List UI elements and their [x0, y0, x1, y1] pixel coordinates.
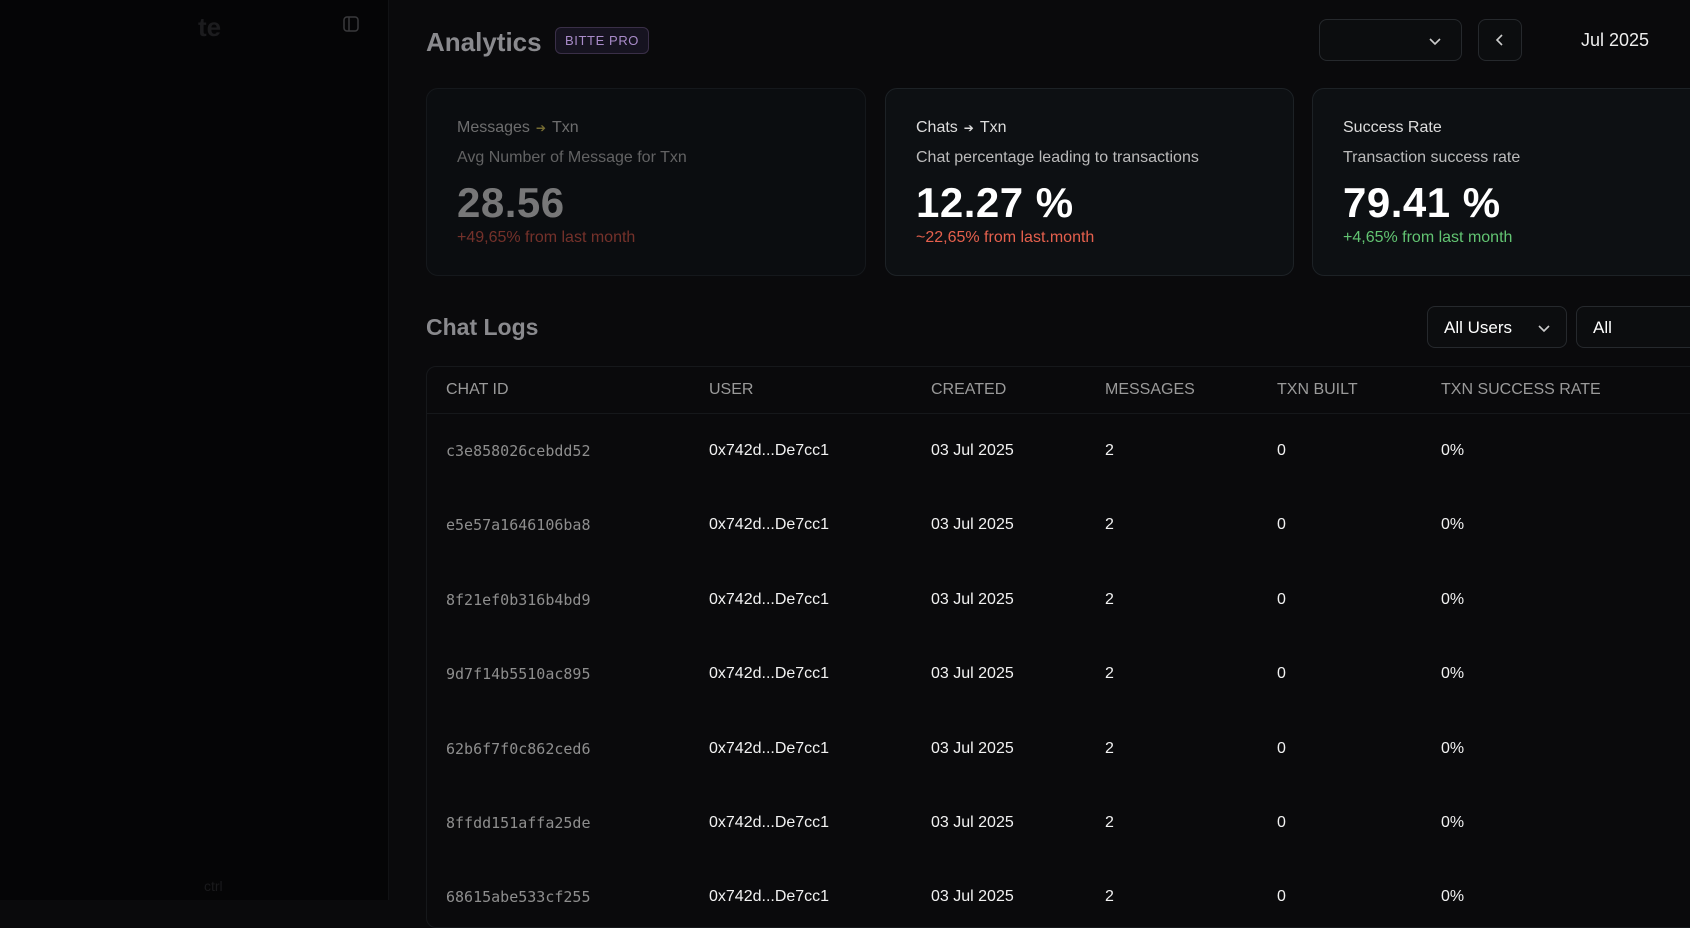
period: Jul 2025 [1581, 30, 1650, 50]
column-header: TXN SUCCESS RATE [1441, 381, 1601, 398]
card-title: Txn [551, 119, 579, 136]
table-cell: 0% [1441, 516, 1465, 534]
table-cell: 2 [1105, 739, 1114, 757]
card-subtitle: Chat percentage leading to transactions [916, 149, 1199, 166]
table-cell: 03 Jul 2025 [931, 590, 1014, 608]
table-cell: 0 [1277, 590, 1286, 608]
card-value: 28.56 [457, 179, 565, 226]
chat-id[interactable]: 68615abe533cf255 [446, 888, 591, 907]
metric-card: Success Rate Transaction success rate 79… [1312, 88, 1690, 276]
chat-id[interactable]: 9d7f14b5510ac895 [446, 665, 591, 684]
table-cell: 0x742d...De7cc1 [709, 739, 830, 757]
chat-id[interactable]: 62b6f7f0c862ced6 [446, 739, 591, 758]
card-value: 79.41 % [1343, 179, 1501, 226]
filter-label: All [1593, 318, 1612, 337]
prev-month-button[interactable] [1478, 19, 1522, 61]
status-filter[interactable]: All [1576, 306, 1690, 348]
card-title: Messages [457, 119, 530, 136]
table-cell: 0x742d...De7cc1 [709, 888, 830, 906]
card-subtitle: Avg Number of Message for Txn [457, 149, 687, 166]
column-header: MESSAGES [1105, 381, 1195, 398]
table-cell: 0 [1277, 665, 1286, 683]
table-cell: 03 Jul 2025 [931, 665, 1014, 683]
table-cell: 0% [1441, 590, 1465, 608]
card-change: ~22,65% from last.month [916, 229, 1095, 246]
sidebar-toggle[interactable] [343, 16, 359, 32]
chat-id[interactable]: 8ffdd151affa25de [446, 814, 591, 832]
card-title: Txn [979, 119, 1007, 136]
column-header: CHAT ID [446, 381, 509, 398]
table-cell: 0x742d...De7cc1 [709, 442, 830, 459]
metric-card: Messages ➔ Txn Avg Number of Message for T… [426, 88, 866, 276]
table-cell: 2 [1105, 516, 1114, 534]
table-cell: 03 Jul 2025 [931, 739, 1014, 757]
table-cell: 0 [1277, 814, 1286, 831]
table-cell: 0 [1277, 888, 1286, 906]
column-header: TXN BUILT [1277, 381, 1358, 398]
table-cell: 0x742d...De7cc1 [709, 516, 830, 534]
table-cell: 03 Jul 2025 [931, 442, 1014, 459]
table-cell: 0 [1277, 442, 1286, 459]
column-header: CREATED [931, 381, 1007, 398]
metric-card: Chats ➔ Txn Chat percentage leading to tra… [885, 88, 1294, 276]
chat-id[interactable]: c3e858026cebdd52 [446, 442, 591, 460]
table-cell: 0% [1441, 814, 1465, 831]
card-title: Success Rate [1343, 119, 1442, 136]
table-cell: 03 Jul 2025 [931, 814, 1014, 831]
page-title: Analytics [426, 27, 542, 57]
table-cell: 0% [1441, 739, 1465, 757]
table-cell: 2 [1105, 665, 1114, 683]
card-title: Chats [916, 119, 958, 136]
table-cell: 0 [1277, 739, 1286, 757]
pro-badge: BITTE PRO [555, 27, 650, 54]
table-cell: 0% [1441, 665, 1465, 683]
table-cell: 2 [1105, 888, 1114, 906]
sidebar: te ctrl [0, 0, 389, 900]
table-cell: 2 [1105, 442, 1114, 459]
table-cell: 0x742d...De7cc1 [709, 590, 830, 608]
section-title: Chat Logs [426, 314, 539, 340]
card-change: +49,65% from last month [457, 229, 636, 246]
dropdown[interactable] [1319, 19, 1462, 61]
card-change: +4,65% from last month [1343, 229, 1513, 246]
chat-log-table: CHAT ID USER CREATED MESSAGES TXN BUILT TXN S… [426, 366, 1690, 928]
table-cell: 0x742d...De7cc1 [709, 665, 830, 683]
table-cell: 03 Jul 2025 [931, 888, 1014, 906]
table-cell: 0x742d...De7cc1 [709, 814, 830, 831]
card-subtitle: Transaction success rate [1343, 149, 1521, 166]
brand[interactable]: te [198, 12, 222, 42]
sidebar-footer: ctrl [204, 878, 223, 894]
table-cell: 2 [1105, 590, 1114, 608]
card-value: 12.27 % [916, 179, 1074, 226]
chat-id[interactable]: e5e57a1646106ba8 [446, 516, 591, 535]
table-cell: 0% [1441, 888, 1465, 906]
filter-label: All Users [1444, 318, 1513, 337]
table-cell: 03 Jul 2025 [931, 516, 1014, 534]
user-filter[interactable]: All Users [1427, 306, 1567, 348]
table-cell: 2 [1105, 814, 1114, 831]
table-cell: 0% [1441, 442, 1465, 459]
column-header: USER [709, 381, 754, 398]
chat-id[interactable]: 8f21ef0b316b4bd9 [446, 590, 591, 609]
table-cell: 0 [1277, 516, 1286, 534]
